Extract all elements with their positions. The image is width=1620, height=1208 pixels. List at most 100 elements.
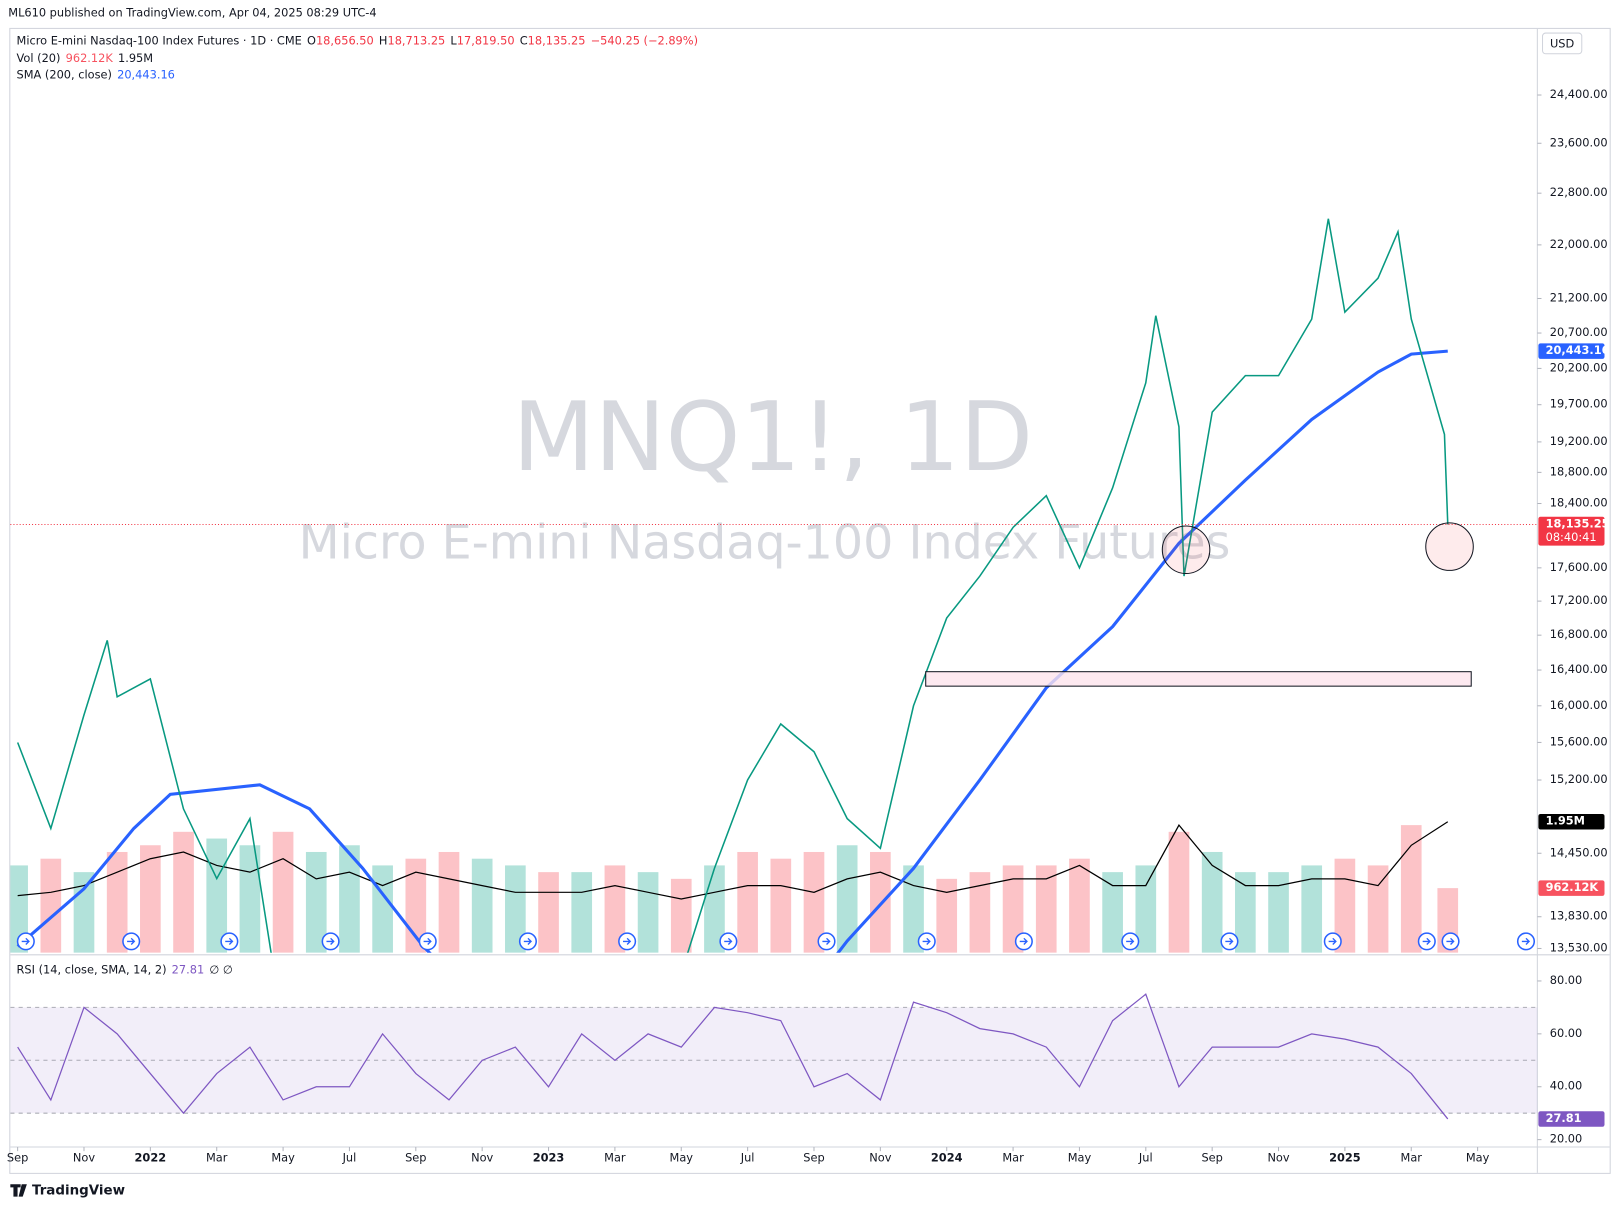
legend-symbol: Micro E-mini Nasdaq-100 Index Futures · … <box>17 33 302 47</box>
volume-bar <box>173 831 194 953</box>
y-tick-label: 13,830.00 <box>1550 909 1608 923</box>
volume-bar <box>140 845 161 953</box>
y-tick-label: 16,400.00 <box>1550 662 1608 676</box>
volume-bar <box>106 851 128 953</box>
rsi-pane <box>10 993 1538 1120</box>
volume-bar <box>704 865 725 953</box>
event-icon-arrow <box>1446 937 1455 945</box>
event-icon-arrow <box>1225 937 1234 945</box>
watermark-subtitle: Micro E-mini Nasdaq-100 Index Futures <box>299 516 1231 571</box>
highlight-circle <box>1161 525 1211 575</box>
x-tick-label: Mar <box>1002 1150 1024 1164</box>
legend-volume: Vol (20) <box>17 51 61 65</box>
y-tick-label: 60.00 <box>1550 1026 1583 1040</box>
volume-badge-label: 962.12K <box>1546 880 1600 894</box>
y-tick-label: 15,200.00 <box>1550 772 1608 786</box>
event-icon-arrow <box>1328 937 1337 945</box>
volume-bar <box>969 872 991 953</box>
y-tick-label: 19,200.00 <box>1550 434 1608 448</box>
legend-ohlc-label: O <box>307 33 316 47</box>
event-icon-arrow <box>922 937 931 945</box>
legend: Micro E-mini Nasdaq-100 Index Futures · … <box>17 33 698 976</box>
x-tick-label: Nov <box>471 1150 493 1164</box>
volume-bar <box>1301 865 1323 953</box>
x-tick-label: 2022 <box>135 1150 167 1164</box>
volume-bar <box>1334 858 1356 953</box>
y-tick-label: 80.00 <box>1550 973 1583 987</box>
currency-button[interactable] <box>1541 32 1583 55</box>
volume-bar <box>1035 865 1057 953</box>
brand-logo <box>10 1184 27 1197</box>
event-icon-arrow <box>1521 937 1531 945</box>
y-tick-label: 14,450.00 <box>1550 845 1608 859</box>
event-icon-arrow <box>21 937 30 945</box>
y-tick-label: 18,400.00 <box>1550 496 1608 510</box>
legend-ohlc-label: C <box>520 33 528 47</box>
volume-bar <box>670 878 692 953</box>
y-tick-label: 20.00 <box>1550 1132 1583 1146</box>
x-tick-label: Nov <box>73 1150 95 1164</box>
volume-bar <box>1367 865 1389 953</box>
y-tick-label: 40.00 <box>1550 1079 1583 1093</box>
volume-bar <box>1069 858 1090 953</box>
y-tick-label: 22,000.00 <box>1550 237 1608 251</box>
legend-rsi-value: 27.81 <box>172 962 205 976</box>
event-icon-arrow <box>127 937 136 945</box>
volume-bar <box>339 845 360 953</box>
x-tick-label: May <box>1466 1150 1490 1164</box>
price-line <box>16 218 1449 953</box>
volume-bar <box>305 851 327 953</box>
volume-bar <box>803 851 825 953</box>
currency[interactable]: USD <box>1550 36 1575 50</box>
volume-bar <box>372 865 393 953</box>
rsi-line <box>17 993 1449 1120</box>
event-icon-arrow <box>423 937 432 945</box>
event-icon-arrow <box>1019 937 1028 945</box>
legend-ohlc-value: 18,713.25 <box>387 33 445 47</box>
legend-ohlc-label: L <box>450 33 457 47</box>
x-tick-label: Mar <box>206 1150 228 1164</box>
x-tick-label: May <box>271 1150 295 1164</box>
publish-info: ML610 published on TradingView.com, Apr … <box>8 5 376 19</box>
y-tick-label: 18,800.00 <box>1550 464 1608 478</box>
y-tick-label: 20,200.00 <box>1550 360 1608 374</box>
publish-bar <box>0 0 1620 28</box>
volume-bar <box>10 865 28 953</box>
y-tick-label: 16,000.00 <box>1550 698 1608 712</box>
volume-bar <box>438 851 460 953</box>
volume-bar <box>1135 865 1157 953</box>
x-tick-label: Mar <box>604 1150 626 1164</box>
legend-ohlc-value: 17,819.50 <box>457 33 515 47</box>
x-tick-label: Jul <box>740 1150 755 1164</box>
y-tick-label: 17,600.00 <box>1550 560 1608 574</box>
volume-bar <box>40 858 62 953</box>
volume-bar <box>571 872 593 953</box>
volume-bar <box>239 845 261 953</box>
volume-bar <box>471 858 493 953</box>
chart-frame <box>9 27 1611 1174</box>
volume-bar <box>1201 851 1223 953</box>
y-tick-label: 19,700.00 <box>1550 397 1608 411</box>
event-icon-arrow <box>1126 937 1135 945</box>
legend-ohlc-value: 18,656.50 <box>316 33 374 47</box>
plot-layer: 24,400.00 23,600.00 22,800.00 22,000.00 21,2… <box>7 87 1610 1164</box>
volume-bar <box>538 872 559 953</box>
y-tick-label: 15,600.00 <box>1550 734 1608 748</box>
volume-bar <box>1168 831 1190 953</box>
legend-sma: SMA (200, close) <box>17 67 112 81</box>
x-tick-label: May <box>1068 1150 1092 1164</box>
volume-bar <box>1002 865 1024 953</box>
legend-rsi-extra: ∅ ∅ <box>209 962 232 976</box>
legend-ohlc-label: H <box>379 33 388 47</box>
volume-bar <box>272 831 294 953</box>
brand: TradingView <box>32 1183 125 1198</box>
event-icon-arrow <box>326 937 335 945</box>
volume-bar <box>1102 872 1123 953</box>
support-zone <box>925 671 1472 687</box>
legend-change: −540.25 (−2.89%) <box>591 33 698 47</box>
rsi-badge-label: 27.81 <box>1546 1111 1582 1125</box>
highlight-circle <box>1425 522 1474 571</box>
volume-bar <box>637 872 659 953</box>
